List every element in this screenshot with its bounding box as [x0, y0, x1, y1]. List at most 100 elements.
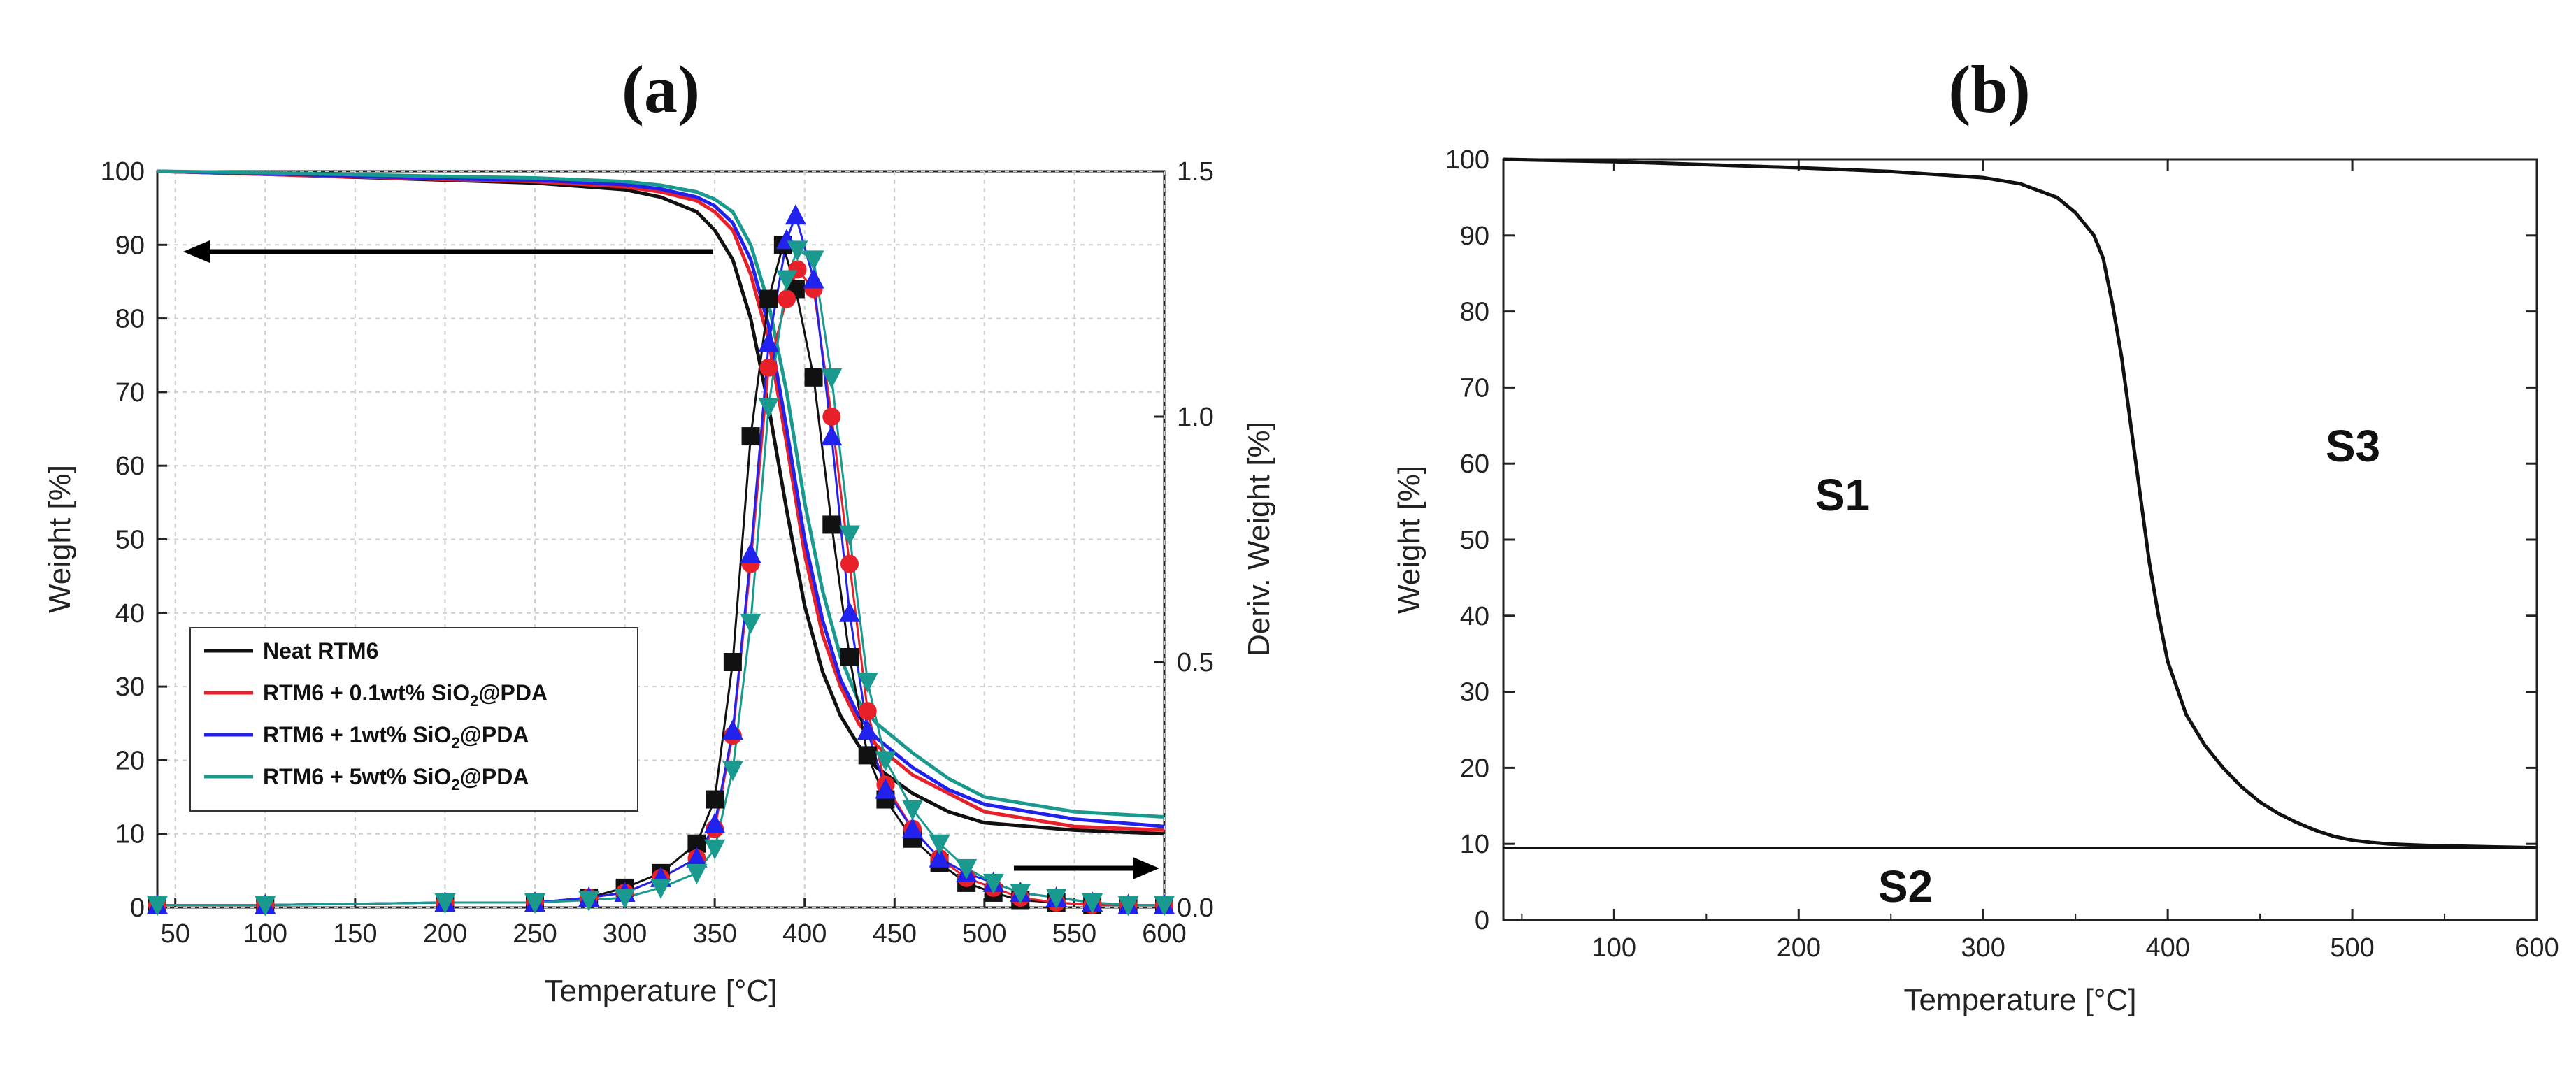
y-tick-label: 50: [1460, 526, 1489, 555]
region-label-s2: S2: [1878, 861, 1933, 912]
region-label-s1: S1: [1815, 470, 1870, 520]
y-tick-label: 80: [1460, 298, 1489, 327]
legend-label-5wt: RTM6 + 5wt% SiO2@PDA: [263, 764, 529, 793]
deriv-point-3: [758, 397, 780, 418]
y-tick-label: 20: [1460, 754, 1489, 783]
deriv-point-3: [255, 896, 276, 917]
deriv-point-3: [147, 896, 168, 917]
y-tick-label: 50: [115, 526, 145, 555]
x-tick-label: 200: [423, 919, 467, 949]
deriv-point-3: [434, 893, 456, 914]
deriv-point-2: [785, 204, 806, 225]
y-tick-label: 40: [1460, 602, 1489, 631]
x-tick-label: 400: [782, 919, 827, 949]
deriv-point-3: [982, 873, 1004, 894]
deriv-point-2: [722, 719, 743, 740]
deriv-point-0: [840, 647, 859, 666]
legend-label-0p1wt: RTM6 + 0.1wt% SiO2@PDA: [263, 680, 548, 710]
chart-a-y-ticks: 0 10 20 30 40 50 60 70 80 90 100: [101, 157, 167, 923]
deriv-point-3: [929, 834, 950, 855]
y-tick-label: 100: [101, 157, 145, 187]
chart-b-series: [1503, 157, 2538, 850]
panel-label-b: (b): [1948, 52, 2030, 127]
legend-box: [189, 627, 638, 812]
deriv-point-2: [803, 268, 824, 289]
deriv-point-2: [740, 542, 761, 563]
deriv-point-3: [776, 270, 797, 291]
deriv-point-2: [821, 425, 843, 446]
deriv-point-3: [650, 878, 671, 899]
y2-tick-label: 1.0: [1177, 403, 1214, 432]
y-tick-label: 90: [1460, 222, 1489, 251]
deriv-point-3: [803, 250, 824, 271]
x-tick-label: 500: [2330, 933, 2374, 963]
y2-tick-label: 0.0: [1177, 893, 1214, 923]
y-tick-label: 70: [115, 378, 145, 408]
chart-a-y2-ticks: 0.0 0.5 1.0 1.5: [1154, 157, 1214, 923]
y-tick-label: 60: [115, 452, 145, 481]
deriv-point-3: [857, 673, 878, 693]
x-tick-label: 250: [513, 919, 557, 949]
legend-label-neat: Neat RTM6: [263, 638, 378, 663]
y-tick-label: 10: [115, 820, 145, 849]
y2-tick-label: 0.5: [1177, 648, 1214, 677]
legend-item-5wt: RTM6 + 5wt% SiO2@PDA: [204, 764, 529, 793]
legend-item-1wt: RTM6 + 1wt% SiO2@PDA: [204, 722, 529, 752]
deriv-point-3: [1154, 896, 1175, 917]
x-tick-label: 550: [1052, 919, 1096, 949]
deriv-point-0: [858, 746, 877, 765]
y2-tick-label: 1.5: [1177, 157, 1214, 187]
deriv-point-3: [902, 800, 923, 821]
y-tick-label: 60: [1460, 450, 1489, 479]
chart-a: 50 100 150 200 250 300 350 400 450 500 550 600 0 10 2…: [43, 157, 1276, 1008]
x-tick-label: 500: [962, 919, 1006, 949]
y-tick-label: 20: [115, 746, 145, 775]
deriv-point-2: [902, 817, 923, 838]
x-tick-label: 600: [2514, 933, 2559, 963]
chart-b-plot-frame: [1502, 158, 2538, 921]
deriv-point-1: [858, 702, 877, 721]
deriv-point-3: [787, 240, 808, 261]
deriv-point-1: [778, 289, 796, 308]
y-tick-label: 30: [115, 673, 145, 702]
deriv-point-3: [1082, 893, 1103, 914]
x-tick-label: 600: [1142, 919, 1186, 949]
deriv-point-3: [740, 613, 761, 634]
deriv-point-2: [857, 719, 878, 740]
weight-curve-b-0: [1503, 157, 2538, 850]
chart-a-deriv-series: [147, 204, 1175, 917]
y-tick-label: 10: [1460, 830, 1489, 859]
y-tick-label: 0: [1475, 906, 1489, 935]
deriv-point-1: [822, 408, 841, 426]
deriv-point-0: [723, 653, 742, 671]
deriv-point-3: [956, 858, 978, 879]
deriv-point-0: [759, 289, 778, 308]
deriv-curve-0: [157, 243, 1164, 906]
x-tick-label: 400: [2145, 933, 2189, 963]
deriv-point-3: [614, 888, 636, 909]
chart-b-x-axis-title: Temperature [°C]: [1903, 983, 2136, 1017]
deriv-point-3: [524, 893, 545, 914]
y-tick-label: 90: [115, 231, 145, 260]
deriv-point-2: [929, 847, 950, 868]
x-tick-label: 350: [692, 919, 736, 949]
deriv-point-3: [1010, 883, 1031, 904]
deriv-point-2: [704, 812, 726, 833]
deriv-point-2: [875, 778, 896, 799]
deriv-point-0: [804, 368, 823, 387]
deriv-point-2: [686, 847, 708, 868]
deriv-point-3: [704, 839, 726, 860]
deriv-point-3: [875, 751, 896, 772]
x-tick-label: 50: [161, 919, 190, 949]
legend-label-1wt: RTM6 + 1wt% SiO2@PDA: [263, 722, 529, 752]
deriv-point-3: [821, 368, 843, 389]
chart-a-y-axis-title: Weight [%]: [43, 465, 77, 613]
weight-curve-0: [157, 169, 1165, 836]
deriv-point-1: [759, 358, 778, 377]
y-tick-label: 40: [115, 599, 145, 628]
deriv-point-0: [741, 427, 760, 446]
y-tick-label: 100: [1445, 145, 1489, 175]
arrow-deriv-axis: [1014, 857, 1159, 879]
chart-a-x-axis-title: Temperature [°C]: [544, 974, 777, 1008]
